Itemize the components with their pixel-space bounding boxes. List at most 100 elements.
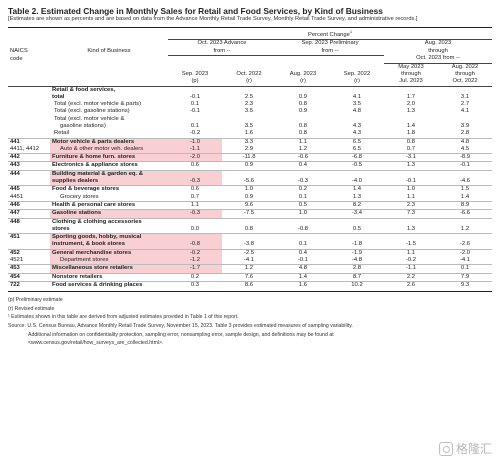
value-cell: 0.8 — [298, 122, 308, 129]
value-cell: 0.2 — [276, 185, 330, 194]
table-row: Retail -0.2 1.6 0.8 4.3 1.8 2.8 — [8, 130, 492, 138]
value-cell: 4.8 — [352, 108, 362, 115]
value-cell: 0.5 — [276, 200, 330, 210]
value-cell: -4.1 — [243, 257, 255, 264]
value-cell — [276, 116, 330, 123]
naics-code-cell — [8, 94, 50, 101]
watermark-text: 格隆汇 — [455, 442, 492, 456]
value-cell: -2.5 — [222, 248, 276, 258]
value-cell — [276, 85, 330, 94]
table-row: Total (excl. motor vehicle & parts) 0.1 2.… — [8, 101, 492, 108]
value-cell: 4.3 — [352, 130, 362, 137]
value-cell: 7.3 — [384, 209, 438, 219]
value-cell: -0.8 — [168, 241, 222, 250]
source-url: <www.census.gov/retail/how_surveys_are_c… — [28, 340, 164, 347]
value-cell: -0.3 — [168, 178, 222, 186]
footnote-1: ¹ Estimates shown in this table are deri… — [8, 314, 239, 321]
kind-of-business-cell: supplies dealers — [50, 178, 168, 186]
value-cell: 2.0 — [406, 101, 416, 108]
table-row: 722 Food services & drinking places 0.3 8.6… — [8, 280, 493, 290]
value-cell: 4.5 — [460, 145, 470, 152]
value-cell: 9.6 — [222, 200, 276, 210]
value-cell — [168, 233, 222, 242]
sep-preliminary-header: Sep. 2023 Preliminary — [301, 40, 359, 47]
value-cell: 0.8 — [298, 101, 308, 108]
table-row: 444 Building material & garden eq. & — [8, 169, 493, 179]
kind-of-business-cell: Food services & drinking places — [50, 280, 168, 290]
value-cell: 0.1 — [190, 122, 200, 129]
value-cell: -3.1 — [384, 153, 438, 162]
table-row: 451 Sporting goods, hobby, musical — [8, 233, 493, 242]
value-cell: 10.2 — [330, 280, 384, 290]
kind-of-business-cell: Miscellaneous store retailers — [50, 264, 168, 274]
value-cell: -0.1 — [297, 257, 309, 264]
value-cell: 1.0 — [222, 185, 276, 194]
table-row: 441 Motor vehicle & parts dealers -1.0 3.3 1… — [8, 137, 493, 146]
legend-revised: (r) Revised estimate — [8, 305, 55, 312]
value-cell: -1.8 — [351, 241, 363, 248]
value-cell: -0.8 — [297, 225, 309, 232]
value-cell: 7.9 — [438, 272, 493, 282]
value-cell: 0.4 — [276, 161, 330, 171]
kind-of-business-cell: instrument, & book stores — [50, 241, 168, 250]
value-cell: -7.5 — [222, 209, 276, 219]
value-cell — [222, 169, 276, 179]
value-cell — [222, 85, 276, 94]
value-cell: 3.5 — [244, 108, 254, 115]
value-cell: 0.4 — [276, 248, 330, 258]
value-cell: -11.8 — [222, 153, 276, 162]
value-cell: 2.2 — [384, 272, 438, 282]
sales-change-table: Percent Change1 Oct. 2023 Advance Sep. 2… — [8, 27, 493, 290]
value-cell: 3.1 — [460, 93, 470, 100]
value-cell — [384, 233, 438, 242]
table-body: Retail & food services, total -0.1 2.5 0.9 4.… — [8, 85, 493, 290]
value-cell: -0.6 — [276, 153, 330, 162]
value-cell — [438, 169, 493, 179]
value-cell: 0.6 — [168, 161, 222, 171]
value-cell — [168, 217, 222, 226]
value-cell: 1.5 — [438, 185, 493, 194]
value-cell: 2.3 — [244, 101, 254, 108]
value-cell — [384, 169, 438, 179]
source-note: Source: U.S. Census Bureau, Advance Mont… — [8, 323, 353, 329]
value-cell — [384, 116, 438, 123]
value-cell: 8.6 — [222, 280, 276, 290]
value-cell: 1.1 — [384, 248, 438, 258]
value-cell: -4.1 — [459, 257, 471, 264]
naics-code-cell — [8, 178, 50, 186]
value-cell — [438, 233, 493, 242]
value-cell: 4.1 — [460, 108, 470, 115]
value-cell: 8.9 — [438, 200, 493, 210]
value-cell: 1.1 — [406, 193, 416, 200]
value-cell: 2.6 — [384, 280, 438, 290]
kind-of-business-cell: Grocery stores — [60, 193, 99, 200]
value-cell: -1.0 — [168, 137, 222, 146]
value-cell: -1.1 — [168, 145, 222, 154]
value-cell: 0.7 — [190, 193, 200, 200]
table-row: 442 Furniture & home furn. stores -2.0 -11.… — [8, 153, 493, 162]
value-cell: 0.7 — [406, 145, 416, 152]
value-cell: 1.4 — [276, 272, 330, 282]
aug-header: Aug. 2023 — [424, 40, 452, 47]
value-cell: 3.5 — [244, 122, 254, 129]
table-row: Retail & food services, — [8, 85, 493, 94]
value-cell: 1.1 — [168, 200, 222, 210]
value-cell — [168, 116, 222, 123]
table-row: Total (excl. motor vehicle & — [8, 116, 492, 123]
value-cell: -0.3 — [297, 178, 309, 185]
value-cell: -3.8 — [243, 241, 255, 248]
source-note-2: Additional information on confidentialit… — [28, 331, 334, 338]
value-cell: 1.3 — [406, 225, 416, 232]
table-row: total -0.1 2.5 0.9 4.1 1.7 3.1 — [8, 94, 492, 101]
value-cell: -1.2 — [168, 257, 222, 265]
value-cell: 0.5 — [352, 225, 362, 232]
value-cell: 4.1 — [352, 93, 362, 100]
watermark-logo-icon — [438, 441, 453, 456]
value-cell: -0.2 — [405, 257, 417, 264]
percent-change-header: Percent Change1 — [168, 27, 493, 41]
table-row: 453 Miscellaneous store retailers -1.7 1.2 4… — [8, 264, 493, 274]
value-cell: 0.2 — [168, 272, 222, 282]
kind-of-business-header: Kind of Business — [87, 48, 131, 55]
kind-of-business-cell: Sporting goods, hobby, musical — [50, 233, 168, 242]
